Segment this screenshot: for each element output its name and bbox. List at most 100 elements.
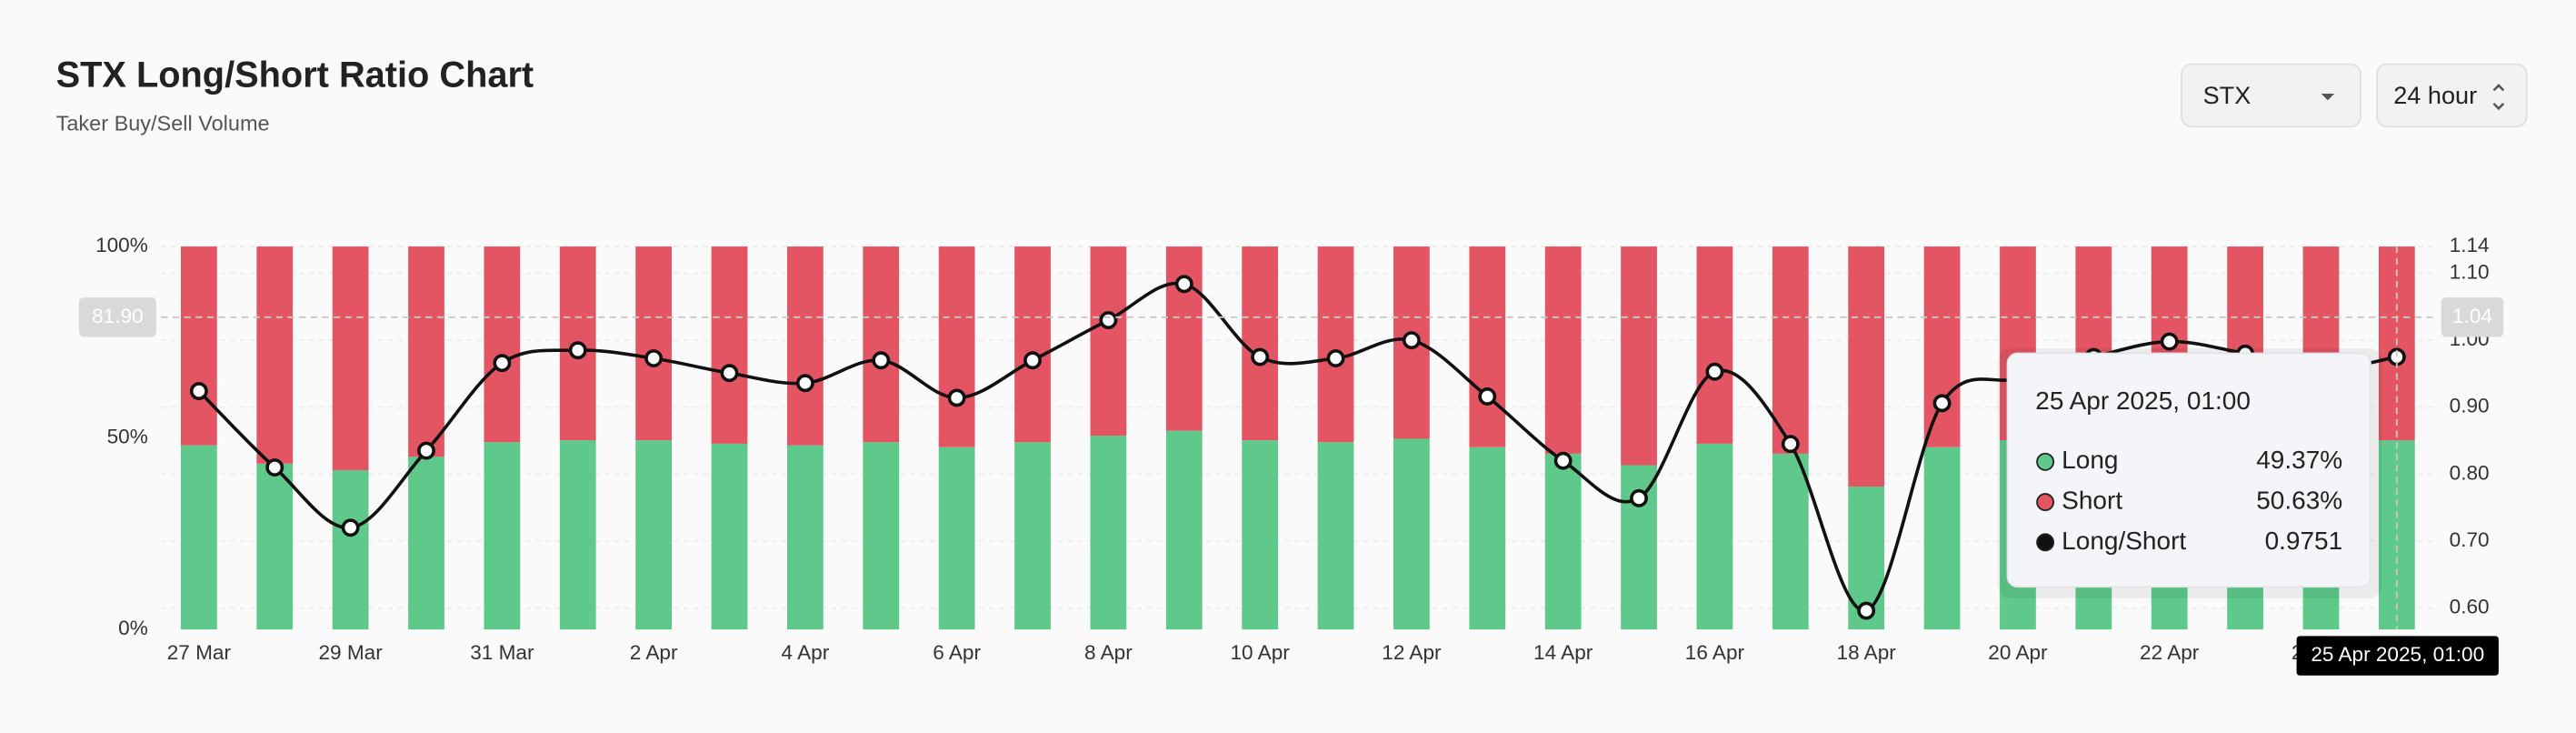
y-tick-label: 50% <box>107 426 148 448</box>
bar-segment <box>1242 440 1279 630</box>
ratio-point <box>265 458 285 477</box>
bar-segment <box>1696 246 1733 444</box>
ratio-point <box>493 354 512 373</box>
interval-select[interactable]: 24 hour <box>2376 63 2528 128</box>
crosshair-x-label: 25 Apr 2025, 01:00 <box>2311 643 2484 666</box>
bar-segment <box>863 442 900 630</box>
y2-tick-label: 0.70 <box>2450 528 2490 551</box>
bar-segment <box>863 246 900 443</box>
ratio-point <box>189 382 208 401</box>
y2-tick-label: 1.10 <box>2450 260 2490 283</box>
bar-segment <box>256 463 294 630</box>
bar-segment <box>635 440 672 630</box>
tooltip: 25 Apr 2025, 01:00 Long 49.37% Short 50.63% L… <box>1997 348 2382 598</box>
ratio-point <box>1174 275 1193 294</box>
bar-segment <box>711 443 748 630</box>
bar-segment <box>1090 246 1127 437</box>
ratio-point <box>1553 451 1573 470</box>
bar-segment <box>484 246 521 443</box>
bar-segment <box>1696 443 1733 630</box>
bar-segment <box>408 457 444 630</box>
bar-segment <box>256 246 294 464</box>
tooltip-box <box>2006 352 2371 588</box>
bar-segment <box>938 246 975 447</box>
x-tick-label: 2 Apr <box>630 641 678 664</box>
bar-segment <box>1544 453 1582 630</box>
select-box[interactable] <box>2376 63 2528 128</box>
ratio-point <box>1705 362 1724 381</box>
x-tick-label: 14 Apr <box>1533 641 1593 664</box>
chart-title: STX Long/Short Ratio Chart <box>56 55 534 95</box>
x-tick-label: 22 Apr <box>2140 641 2200 664</box>
ratio-point <box>1630 488 1648 507</box>
bar-segment <box>1014 442 1051 630</box>
bar-segment <box>1923 246 1961 447</box>
crosshair-badge <box>2441 297 2504 337</box>
ratio-point <box>1857 601 1876 620</box>
y2-tick-label: 0.60 <box>2450 596 2490 618</box>
bar-segment <box>635 246 672 441</box>
bar-segment <box>711 246 748 444</box>
x-tick-label: 8 Apr <box>1084 641 1133 664</box>
chevrons <box>2492 84 2505 111</box>
bar-segment <box>1393 438 1430 630</box>
bar-segment <box>786 445 824 630</box>
crosshair-badge <box>2296 636 2499 676</box>
x-tick-label: 12 Apr <box>1382 641 1442 664</box>
y2-tick-label: 0.90 <box>2450 395 2490 417</box>
bar-segment <box>180 445 217 630</box>
bar-segment <box>332 246 369 470</box>
symbol-select[interactable]: STX <box>2181 63 2361 128</box>
x-tick-label: 18 Apr <box>1837 641 1897 664</box>
x-tick-label: 10 Apr <box>1231 641 1291 664</box>
chart-subtitle: Taker Buy/Sell Volume <box>56 112 270 136</box>
bar-segment <box>1469 447 1506 630</box>
bar-segment <box>1165 430 1203 630</box>
y2-tick-label: 1.14 <box>2450 234 2490 256</box>
x-tick-label: 4 Apr <box>782 641 830 664</box>
ratio-point <box>1099 311 1118 329</box>
tooltip-swatch <box>2036 533 2055 552</box>
bar-segment <box>408 246 444 457</box>
ratio-point <box>872 351 891 370</box>
tooltip-name: Long <box>2062 446 2118 474</box>
ratio-point <box>417 441 435 460</box>
bar-segment <box>1544 246 1582 454</box>
y2-tick-label: 0.80 <box>2450 461 2490 484</box>
ratio-point <box>568 341 587 360</box>
select-box[interactable] <box>2181 63 2361 128</box>
ratio-point <box>795 374 814 393</box>
bar-segment <box>1090 436 1127 630</box>
bar-segment <box>332 469 369 630</box>
tooltip-value: 50.63% <box>2256 486 2342 514</box>
select-value[interactable]: STX <box>2203 81 2252 109</box>
ratio-point <box>2160 332 2179 351</box>
tooltip-name: Short <box>2062 486 2122 514</box>
caret <box>2321 94 2335 101</box>
x-tick-label: 20 Apr <box>1988 641 2048 664</box>
bar-segment <box>1772 246 1809 454</box>
ratio-point <box>947 388 966 407</box>
ratio-point <box>341 518 360 537</box>
tooltip-value: 0.9751 <box>2265 527 2343 555</box>
x-tick-label: 6 Apr <box>933 641 981 664</box>
bar-segment <box>1165 246 1203 431</box>
bar-segment <box>484 442 521 630</box>
bar-segment <box>559 440 596 630</box>
ratio-point <box>1402 331 1421 350</box>
bar-segment <box>1242 246 1279 441</box>
ratio-point <box>1932 394 1952 413</box>
bar-segment <box>1469 246 1506 447</box>
ratio-point <box>644 349 664 367</box>
ratio-point <box>1326 349 1345 367</box>
ratio-point <box>1478 387 1497 406</box>
ratio-point <box>1251 347 1270 366</box>
ratio-point <box>720 364 739 383</box>
y-tick-label: 0% <box>118 617 148 639</box>
x-tick-label: 27 Mar <box>167 641 232 664</box>
crosshair-y2-label: 1.04 <box>2452 305 2492 327</box>
select-value[interactable]: 24 hour <box>2393 81 2477 109</box>
bar-segment <box>1317 442 1354 630</box>
